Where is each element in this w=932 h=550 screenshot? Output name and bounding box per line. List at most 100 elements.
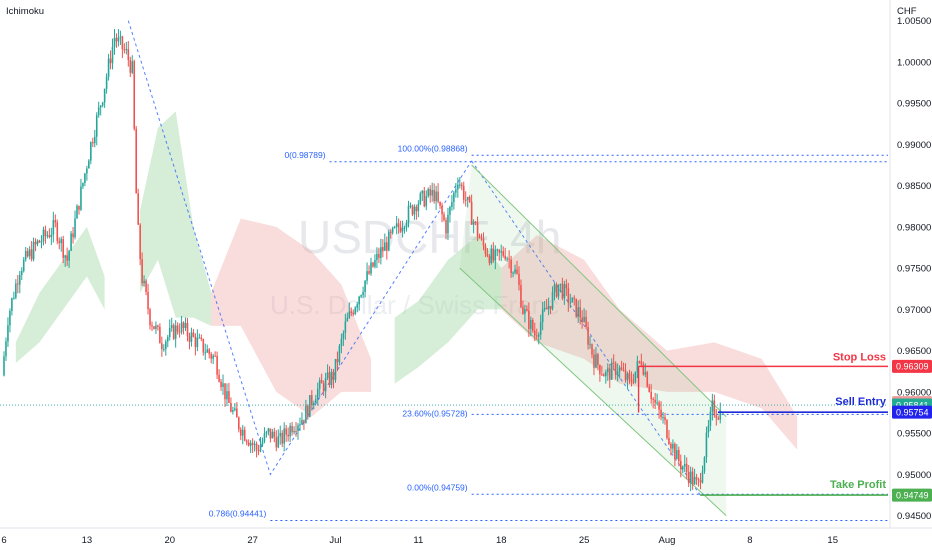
time-tick-label: 27 bbox=[247, 535, 258, 546]
candle-body bbox=[15, 283, 17, 298]
candle-body bbox=[93, 136, 96, 144]
price-tick-label: 1.00000 bbox=[897, 57, 931, 68]
candle-body bbox=[151, 325, 153, 327]
candle-body bbox=[346, 317, 349, 322]
candle-body bbox=[462, 186, 465, 200]
candle-body bbox=[401, 228, 404, 232]
candle-body bbox=[597, 354, 599, 366]
fib-label-0-786: 0.786(0.94441) bbox=[209, 508, 267, 518]
candle-body bbox=[553, 284, 556, 293]
candle-body bbox=[425, 196, 428, 207]
candle-body bbox=[328, 372, 331, 385]
candle-body bbox=[512, 272, 514, 274]
symbol-watermark: USDCHF, 4h bbox=[298, 211, 561, 263]
candle-body bbox=[591, 344, 593, 355]
candle-body bbox=[174, 325, 177, 339]
candle-body bbox=[545, 307, 548, 310]
candle-body bbox=[247, 442, 250, 446]
candle-body bbox=[571, 297, 574, 303]
candle-body bbox=[356, 304, 358, 308]
candle-body bbox=[34, 241, 37, 245]
candle-body bbox=[153, 326, 155, 329]
candle-body bbox=[713, 400, 716, 416]
candle-body bbox=[42, 229, 45, 242]
candle-body bbox=[273, 431, 276, 438]
candle-body bbox=[318, 380, 321, 389]
candle-body bbox=[439, 201, 441, 206]
candle-body bbox=[391, 227, 394, 233]
candle-body bbox=[176, 325, 179, 332]
candlesticks bbox=[3, 29, 722, 492]
candle-body bbox=[82, 182, 84, 187]
candle-body bbox=[449, 206, 451, 215]
candle-body bbox=[107, 58, 110, 77]
candle-body bbox=[216, 355, 218, 375]
time-tick-label: 18 bbox=[496, 535, 507, 546]
candle-body bbox=[470, 201, 473, 225]
candle-body bbox=[603, 374, 605, 377]
candle-body bbox=[131, 61, 134, 73]
time-axis[interactable]: 6 13 20 27 Jul 11 18 25 Aug 8 15 bbox=[1, 535, 838, 546]
candle-body bbox=[157, 325, 159, 327]
candle-body bbox=[488, 256, 491, 263]
candle-body bbox=[366, 271, 368, 281]
candle-body bbox=[679, 460, 682, 469]
candle-body bbox=[701, 471, 704, 483]
candle-body bbox=[691, 471, 694, 485]
candle-body bbox=[620, 367, 623, 370]
candle-body bbox=[58, 241, 61, 244]
candle-body bbox=[427, 188, 430, 197]
candle-body bbox=[530, 320, 532, 329]
fib-label-0: 0(0.98789) bbox=[284, 150, 325, 160]
candle-body bbox=[350, 311, 353, 313]
candle-body bbox=[239, 429, 242, 436]
candle-body bbox=[500, 251, 503, 253]
candle-body bbox=[516, 269, 518, 274]
candle-body bbox=[60, 239, 63, 244]
swing-lines bbox=[127, 20, 701, 496]
candle-body bbox=[255, 443, 258, 451]
candle-body bbox=[451, 202, 453, 207]
candle-body bbox=[464, 199, 467, 201]
candle-body bbox=[68, 250, 70, 261]
candle-body bbox=[332, 371, 335, 380]
candle-body bbox=[44, 229, 47, 237]
candle-body bbox=[214, 355, 216, 357]
candle-body bbox=[466, 197, 469, 200]
candle-body bbox=[559, 283, 562, 285]
cloud-red-2 bbox=[211, 218, 371, 417]
candle-body bbox=[395, 223, 398, 227]
candle-body bbox=[384, 242, 386, 251]
candle-body bbox=[399, 227, 402, 232]
candle-body bbox=[249, 442, 252, 446]
candle-body bbox=[385, 242, 388, 251]
candle-body bbox=[103, 88, 106, 103]
channel-upper-line bbox=[471, 164, 727, 417]
price-tick-label: 0.97000 bbox=[897, 305, 931, 316]
candle-body bbox=[547, 305, 550, 310]
candle-body bbox=[220, 381, 222, 387]
time-tick-label: 6 bbox=[1, 535, 6, 546]
candle-body bbox=[433, 190, 435, 202]
candle-body bbox=[88, 160, 90, 169]
candle-body bbox=[145, 280, 147, 292]
candle-body bbox=[674, 443, 676, 460]
candle-body bbox=[380, 247, 382, 258]
candle-body bbox=[277, 436, 280, 448]
candle-body bbox=[638, 361, 641, 363]
candle-body bbox=[681, 466, 684, 469]
candle-body bbox=[66, 255, 68, 261]
candle-body bbox=[50, 234, 53, 238]
candle-body bbox=[533, 330, 536, 336]
price-axis[interactable]: 1.00500 1.00000 0.99500 0.99000 0.98500 0.980… bbox=[897, 16, 931, 522]
time-tick-label: 13 bbox=[82, 535, 93, 546]
candle-body bbox=[354, 307, 357, 314]
candle-body bbox=[376, 253, 378, 261]
candle-body bbox=[259, 444, 262, 452]
price-tick-label: 0.96500 bbox=[897, 346, 931, 357]
candle-body bbox=[147, 291, 149, 310]
candle-body bbox=[336, 358, 339, 363]
